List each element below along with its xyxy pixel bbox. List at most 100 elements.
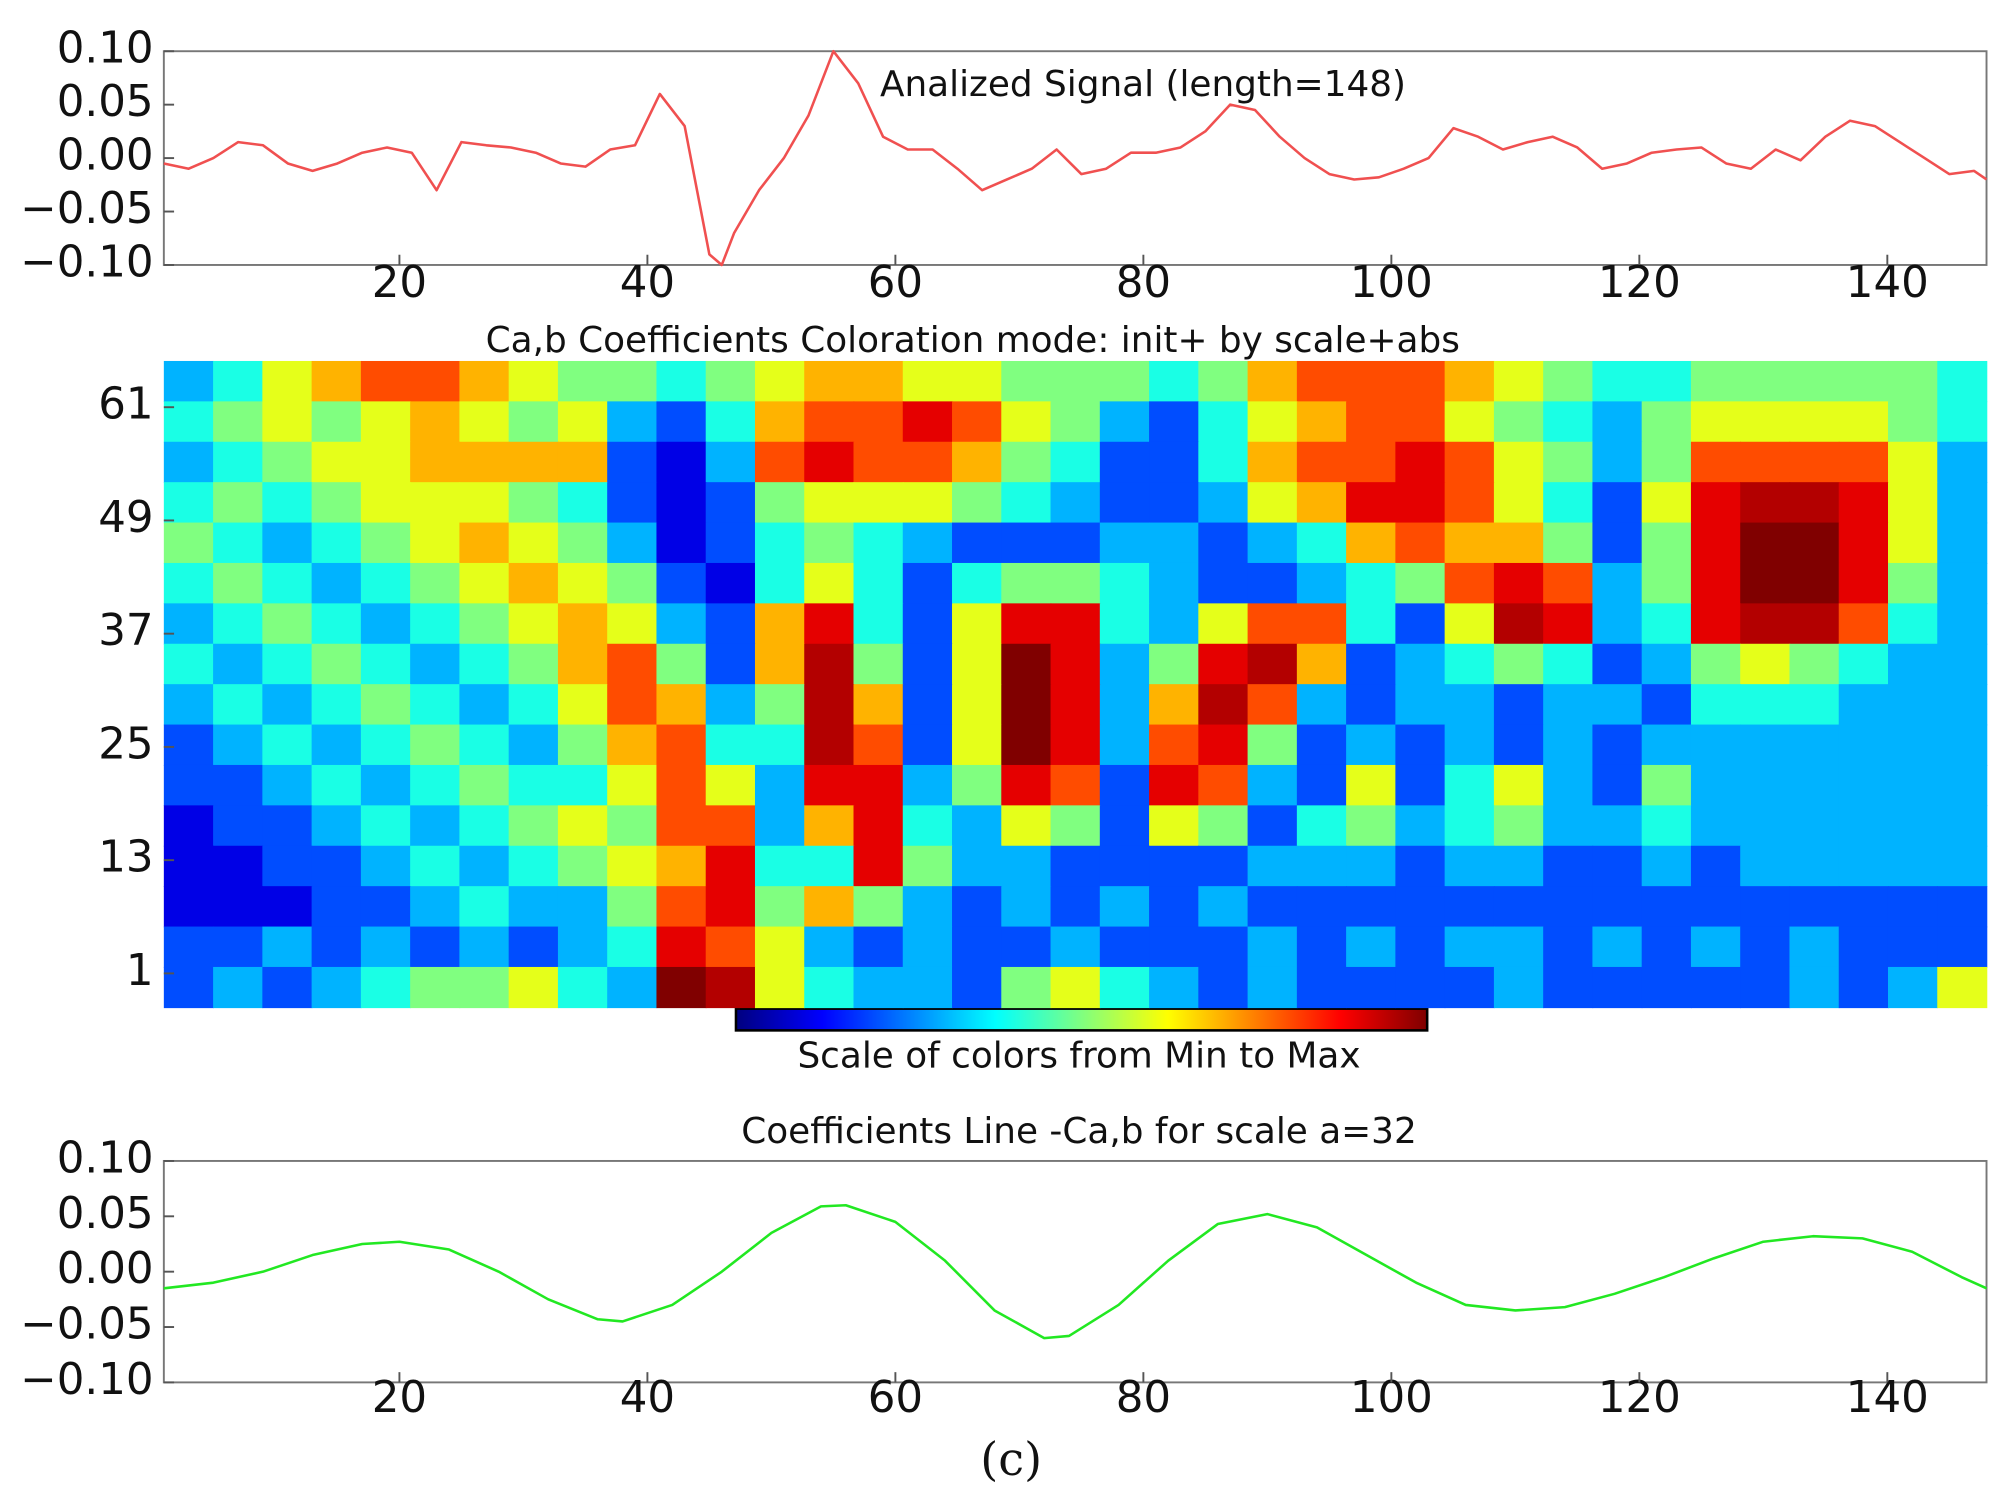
heat-cell [1050,926,1101,968]
heat-cell [163,805,214,847]
heat-cell [508,482,559,524]
heat-cell [1001,360,1052,403]
heat-cell [705,966,756,1009]
heat-cell [1838,562,1889,605]
heat-cell [1789,886,1840,928]
heat-cell [459,360,510,403]
heat-cell [1887,522,1939,564]
heat-cell [508,684,559,726]
heat-cell [1247,845,1298,887]
heat-cell [311,805,362,847]
heat-cell [1395,482,1446,524]
heat-cell [1247,805,1298,847]
heat-cell [952,360,1003,403]
heat-cell [1887,643,1939,685]
heat-cell [1247,886,1298,928]
heat-cell [410,522,461,564]
heat-cell [804,522,855,564]
heat-cell [754,441,806,483]
heat-cell [1247,684,1298,726]
heat-cell [1050,966,1101,1009]
heat-cell [1444,886,1495,928]
heat-cell [213,603,264,645]
heat-cell [1887,562,1939,605]
heat-cell [360,603,411,645]
heat-cell [1838,886,1889,928]
heat-cell [1740,441,1791,483]
heat-cell [1050,805,1101,847]
heat-cell [902,805,953,847]
heat-cell [410,441,461,483]
heat-cell [1001,401,1052,443]
heat-cell [1838,805,1889,847]
heat-cell [1395,684,1446,726]
heat-cell [1641,643,1692,685]
heat-cell [1346,401,1397,443]
heat-cell [1050,724,1101,766]
heat-cell [459,522,510,564]
heat-cell [705,805,756,847]
heat-cell [1887,441,1939,483]
heat-cell [1740,926,1791,968]
heat-cell [1099,401,1150,443]
heat-cell [902,764,953,807]
heat-cell [410,401,461,443]
heat-cell [1592,684,1643,726]
heat-cell [163,764,214,807]
heat-cell [459,482,510,524]
heat-cell [1838,643,1889,685]
heat-cell [1099,562,1150,605]
heat-cell [1740,562,1791,605]
heat-cell [1937,805,1988,847]
heat-cell [853,643,904,685]
heat-cell [1346,482,1397,524]
heat-cell [262,562,313,605]
heat-cell [1887,966,1939,1009]
heat-cell [213,724,264,766]
heat-cell [1198,724,1249,766]
heat-cell [459,724,510,766]
heat-cell [1149,360,1200,403]
heat-cell [705,643,756,685]
heat-cell [1543,886,1594,928]
heat-cell [262,886,313,928]
heat-cell [410,926,461,968]
heat-cell [311,764,362,807]
heat-cell [1493,360,1544,403]
heat-cell [262,966,313,1009]
heat-cell [952,441,1003,483]
heat-cell [213,966,264,1009]
heat-cell [902,845,953,887]
heat-cell [508,441,559,483]
heat-cell [656,360,707,403]
heat-cell [656,482,707,524]
heat-cell [1740,966,1791,1009]
heat-cell [607,805,658,847]
heat-cell [804,886,855,928]
heat-cell [1296,441,1347,483]
heat-cell [311,724,362,766]
heat-cell [1296,886,1347,928]
heat-cell [1937,401,1988,443]
heat-cell [1001,522,1052,564]
heat-cell [1149,482,1200,524]
chart-title: Coefficients Line -Ca,b for scale a=32 [741,1111,1417,1152]
heat-cell [163,684,214,726]
heat-cell [1937,562,1988,605]
heat-cell [163,360,214,403]
y-tick-label: −0.05 [20,184,153,234]
heat-cell [1937,966,1988,1009]
heat-cell [1346,805,1397,847]
heat-cell [1444,805,1495,847]
heat-cell [1001,724,1052,766]
heat-cell [902,482,953,524]
heat-cell [853,926,904,968]
heat-cell [952,805,1003,847]
heat-cell [1444,482,1495,524]
heat-cell [1001,603,1052,645]
heat-cell [1937,522,1988,564]
heat-cell [311,482,362,524]
heat-cell [853,886,904,928]
heat-cell [1296,401,1347,443]
heat-cell [1346,886,1397,928]
